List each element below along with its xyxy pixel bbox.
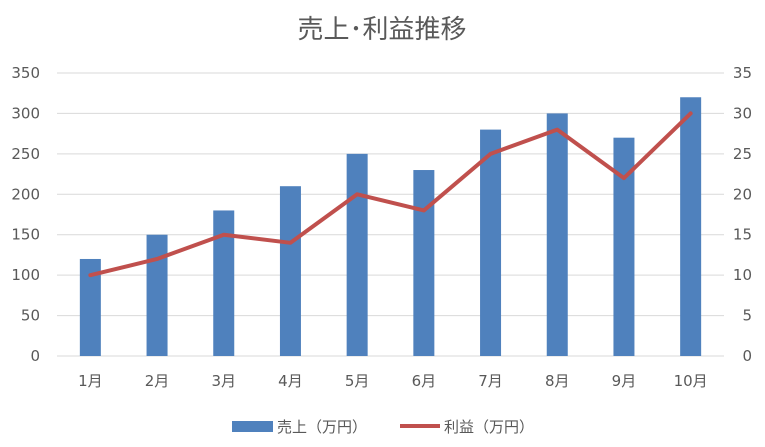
legend: 売上（万円） 利益（万円）: [232, 418, 534, 436]
right-tick-label: 10: [733, 266, 752, 284]
sales-bar: [480, 129, 502, 356]
left-tick-label: 100: [11, 266, 40, 284]
x-tick-label: 10月: [674, 372, 708, 390]
right-tick-label: 25: [733, 145, 752, 163]
left-tick-label: 50: [21, 307, 40, 325]
left-tick-label: 200: [11, 185, 40, 203]
sales-bar: [546, 113, 568, 356]
sales-bar: [413, 170, 435, 356]
sales-bar: [79, 258, 101, 356]
x-tick-label: 2月: [145, 372, 170, 390]
right-tick-label: 15: [733, 226, 752, 244]
sales-bar: [680, 97, 702, 356]
profit-line: [88, 111, 693, 278]
right-tick-label: 30: [733, 104, 752, 122]
x-tick-label: 4月: [278, 372, 303, 390]
gridlines: [57, 72, 724, 357]
sales-bar: [613, 137, 635, 356]
sales-bar: [146, 234, 168, 356]
x-tick-label: 1月: [78, 372, 103, 390]
sales-bar: [346, 153, 368, 356]
left-tick-label: 350: [11, 64, 40, 82]
x-tick-label: 7月: [478, 372, 503, 390]
x-tick-label: 9月: [612, 372, 637, 390]
x-axis-ticks: 1月 2月 3月 4月 5月 6月 7月 8月 9月 10月: [78, 372, 708, 390]
x-tick-label: 6月: [412, 372, 437, 390]
right-axis-ticks: 0 5 10 15 20 25 30 35: [733, 64, 752, 365]
left-tick-label: 150: [11, 226, 40, 244]
right-tick-label: 35: [733, 64, 752, 82]
legend-sales-swatch: [232, 421, 273, 432]
x-tick-label: 8月: [545, 372, 570, 390]
legend-profit-label: 利益（万円）: [444, 418, 534, 436]
sales-bars: [79, 97, 702, 356]
legend-sales-label: 売上（万円）: [277, 418, 367, 436]
right-tick-label: 0: [742, 347, 752, 365]
x-tick-label: 5月: [345, 372, 370, 390]
left-tick-label: 250: [11, 145, 40, 163]
sales-bar: [213, 210, 235, 356]
profit-line-layer: [88, 111, 693, 278]
left-tick-label: 0: [30, 347, 40, 365]
x-tick-label: 3月: [211, 372, 236, 390]
right-tick-label: 5: [742, 307, 752, 325]
chart-title: 売上･利益推移: [297, 15, 466, 45]
left-tick-label: 300: [11, 104, 40, 122]
left-axis-ticks: 0 50 100 150 200 250 300 350: [11, 64, 40, 365]
sales-bar: [279, 186, 301, 356]
right-tick-label: 20: [733, 185, 752, 203]
